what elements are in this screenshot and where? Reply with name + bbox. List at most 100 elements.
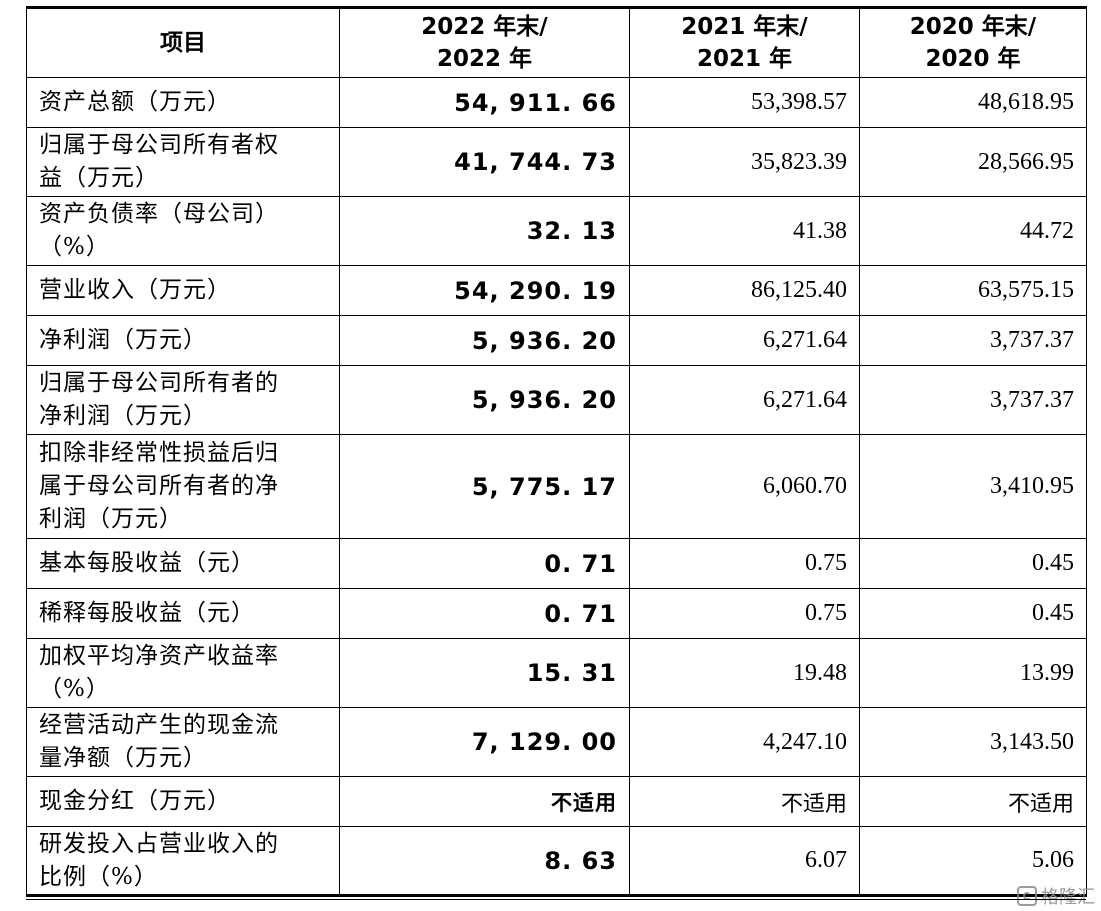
value-2020: 48,618.95 bbox=[859, 77, 1087, 128]
row-label: 加权平均净资产收益率 （%） bbox=[26, 638, 340, 708]
value-2021: 不适用 bbox=[629, 776, 860, 827]
value-2021: 6.07 bbox=[629, 826, 860, 897]
header-2021-line2: 2021 年 bbox=[696, 46, 793, 72]
value-2022: 8. 63 bbox=[339, 826, 630, 897]
financial-summary-table: 项目 2022 年末/ 2022 年 2021 年末/ 2021 年 2020 … bbox=[26, 6, 1087, 897]
value-2022: 5, 936. 20 bbox=[339, 315, 630, 366]
value-2020: 28,566.95 bbox=[859, 127, 1087, 197]
row-label-line: （%） bbox=[39, 234, 110, 260]
header-item: 项目 bbox=[26, 6, 340, 78]
header-2021: 2021 年末/ 2021 年 bbox=[629, 6, 860, 78]
value-2020: 13.99 bbox=[859, 638, 1087, 708]
row-label: 现金分红（万元） bbox=[26, 776, 340, 827]
value-2021: 35,823.39 bbox=[629, 127, 860, 197]
table-body: 资产总额（万元） 54, 911. 66 53,398.57 48,618.95 归属于… bbox=[26, 77, 1087, 897]
row-label-line: 加权平均净资产收益率 bbox=[39, 643, 279, 669]
table-row: 资产总额（万元） 54, 911. 66 53,398.57 48,618.95 bbox=[26, 77, 1087, 128]
value-2021: 4,247.10 bbox=[629, 707, 860, 777]
row-label: 基本每股收益（元） bbox=[26, 538, 340, 589]
table-row: 归属于母公司所有者权 益（万元） 41, 744. 73 35,823.39 28,56… bbox=[26, 127, 1087, 197]
value-2020: 0.45 bbox=[859, 538, 1087, 589]
row-label-line: 净利润（万元） bbox=[39, 403, 207, 429]
row-label-line: 益（万元） bbox=[39, 165, 159, 191]
row-label-line: 归属于母公司所有者的 bbox=[39, 370, 279, 396]
table-row: 扣除非经常性损益后归 属于母公司所有者的净 利润（万元） 5, 775. 17 6,06… bbox=[26, 434, 1087, 539]
row-label-line: 利润（万元） bbox=[39, 506, 183, 532]
value-2022: 0. 71 bbox=[339, 588, 630, 639]
table-row: 营业收入（万元） 54, 290. 19 86,125.40 63,575.15 bbox=[26, 265, 1087, 316]
value-2020: 5.06 bbox=[859, 826, 1087, 897]
row-label: 经营活动产生的现金流 量净额（万元） bbox=[26, 707, 340, 777]
table-row: 现金分红（万元） 不适用 不适用 不适用 bbox=[26, 776, 1087, 827]
header-2022-line1: 2022 年末/ bbox=[421, 14, 548, 40]
row-label-line: 归属于母公司所有者权 bbox=[39, 132, 279, 158]
header-2022-line2: 2022 年 bbox=[436, 46, 533, 72]
row-label-line: 属于母公司所有者的净 bbox=[39, 473, 279, 499]
value-2022: 7, 129. 00 bbox=[339, 707, 630, 777]
row-label-line: 研发投入占营业收入的 bbox=[39, 830, 279, 857]
value-2022: 5, 775. 17 bbox=[339, 434, 630, 539]
table-header: 项目 2022 年末/ 2022 年 2021 年末/ 2021 年 2020 … bbox=[26, 6, 1087, 78]
value-2020: 3,410.95 bbox=[859, 434, 1087, 539]
value-2021: 19.48 bbox=[629, 638, 860, 708]
row-label: 研发投入占营业收入的 比例（%） bbox=[26, 826, 340, 897]
row-label-line: （%） bbox=[39, 676, 110, 702]
value-2020: 3,143.50 bbox=[859, 707, 1087, 777]
value-2022: 0. 71 bbox=[339, 538, 630, 589]
row-label-line: 扣除非经常性损益后归 bbox=[39, 440, 279, 466]
table-row: 归属于母公司所有者的 净利润（万元） 5, 936. 20 6,271.64 3,737… bbox=[26, 365, 1087, 435]
table-row: 净利润（万元） 5, 936. 20 6,271.64 3,737.37 bbox=[26, 315, 1087, 366]
value-2020: 3,737.37 bbox=[859, 365, 1087, 435]
row-label-line: 资产总额（万元） bbox=[39, 89, 231, 115]
header-2022: 2022 年末/ 2022 年 bbox=[339, 6, 630, 78]
value-2020: 3,737.37 bbox=[859, 315, 1087, 366]
table-row: 加权平均净资产收益率 （%） 15. 31 19.48 13.99 bbox=[26, 638, 1087, 708]
value-2022: 不适用 bbox=[339, 776, 630, 827]
header-item-label: 项目 bbox=[160, 30, 206, 56]
table-row: 资产负债率（母公司） （%） 32. 13 41.38 44.72 bbox=[26, 196, 1087, 266]
row-label: 归属于母公司所有者权 益（万元） bbox=[26, 127, 340, 197]
row-label: 归属于母公司所有者的 净利润（万元） bbox=[26, 365, 340, 435]
table-row: 稀释每股收益（元） 0. 71 0.75 0.45 bbox=[26, 588, 1087, 639]
row-label: 稀释每股收益（元） bbox=[26, 588, 340, 639]
row-label-line: 稀释每股收益（元） bbox=[39, 600, 255, 626]
row-label: 净利润（万元） bbox=[26, 315, 340, 366]
row-label: 扣除非经常性损益后归 属于母公司所有者的净 利润（万元） bbox=[26, 434, 340, 539]
value-2022: 5, 936. 20 bbox=[339, 365, 630, 435]
watermark: 格隆汇 bbox=[1017, 883, 1095, 909]
watermark-text: 格隆汇 bbox=[1041, 887, 1095, 908]
value-2021: 41.38 bbox=[629, 196, 860, 266]
row-label-line: 净利润（万元） bbox=[39, 327, 207, 353]
row-label-line: 基本每股收益（元） bbox=[39, 550, 255, 576]
value-2020: 63,575.15 bbox=[859, 265, 1087, 316]
value-2022: 54, 911. 66 bbox=[339, 77, 630, 128]
header-2020-line1: 2020 年末/ bbox=[909, 14, 1037, 40]
value-2020: 不适用 bbox=[859, 776, 1087, 827]
value-2022: 41, 744. 73 bbox=[339, 127, 630, 197]
value-2022: 54, 290. 19 bbox=[339, 265, 630, 316]
row-label-line: 资产负债率（母公司） bbox=[39, 201, 279, 227]
row-label-line: 经营活动产生的现金流 bbox=[39, 712, 279, 738]
gelonghui-logo-icon bbox=[1017, 886, 1037, 906]
header-row: 项目 2022 年末/ 2022 年 2021 年末/ 2021 年 2020 … bbox=[26, 6, 1087, 78]
table-bottom-rule bbox=[26, 899, 1086, 900]
row-label-line: 现金分红（万元） bbox=[39, 788, 231, 814]
row-label: 营业收入（万元） bbox=[26, 265, 340, 316]
row-label-line: 量净额（万元） bbox=[39, 745, 207, 771]
value-2021: 6,060.70 bbox=[629, 434, 860, 539]
value-2021: 53,398.57 bbox=[629, 77, 860, 128]
table-row: 基本每股收益（元） 0. 71 0.75 0.45 bbox=[26, 538, 1087, 589]
value-2020: 44.72 bbox=[859, 196, 1087, 266]
value-2021: 6,271.64 bbox=[629, 365, 860, 435]
value-2021: 0.75 bbox=[629, 538, 860, 589]
table-row: 经营活动产生的现金流 量净额（万元） 7, 129. 00 4,247.10 3,143… bbox=[26, 707, 1087, 777]
header-2021-line1: 2021 年末/ bbox=[681, 14, 808, 40]
row-label-line: 比例（%） bbox=[39, 863, 158, 890]
table-row: 研发投入占营业收入的 比例（%） 8. 63 6.07 5.06 bbox=[26, 826, 1087, 897]
value-2022: 15. 31 bbox=[339, 638, 630, 708]
value-2021: 6,271.64 bbox=[629, 315, 860, 366]
value-2021: 86,125.40 bbox=[629, 265, 860, 316]
header-2020-line2: 2020 年 bbox=[925, 46, 1021, 72]
value-2022: 32. 13 bbox=[339, 196, 630, 266]
